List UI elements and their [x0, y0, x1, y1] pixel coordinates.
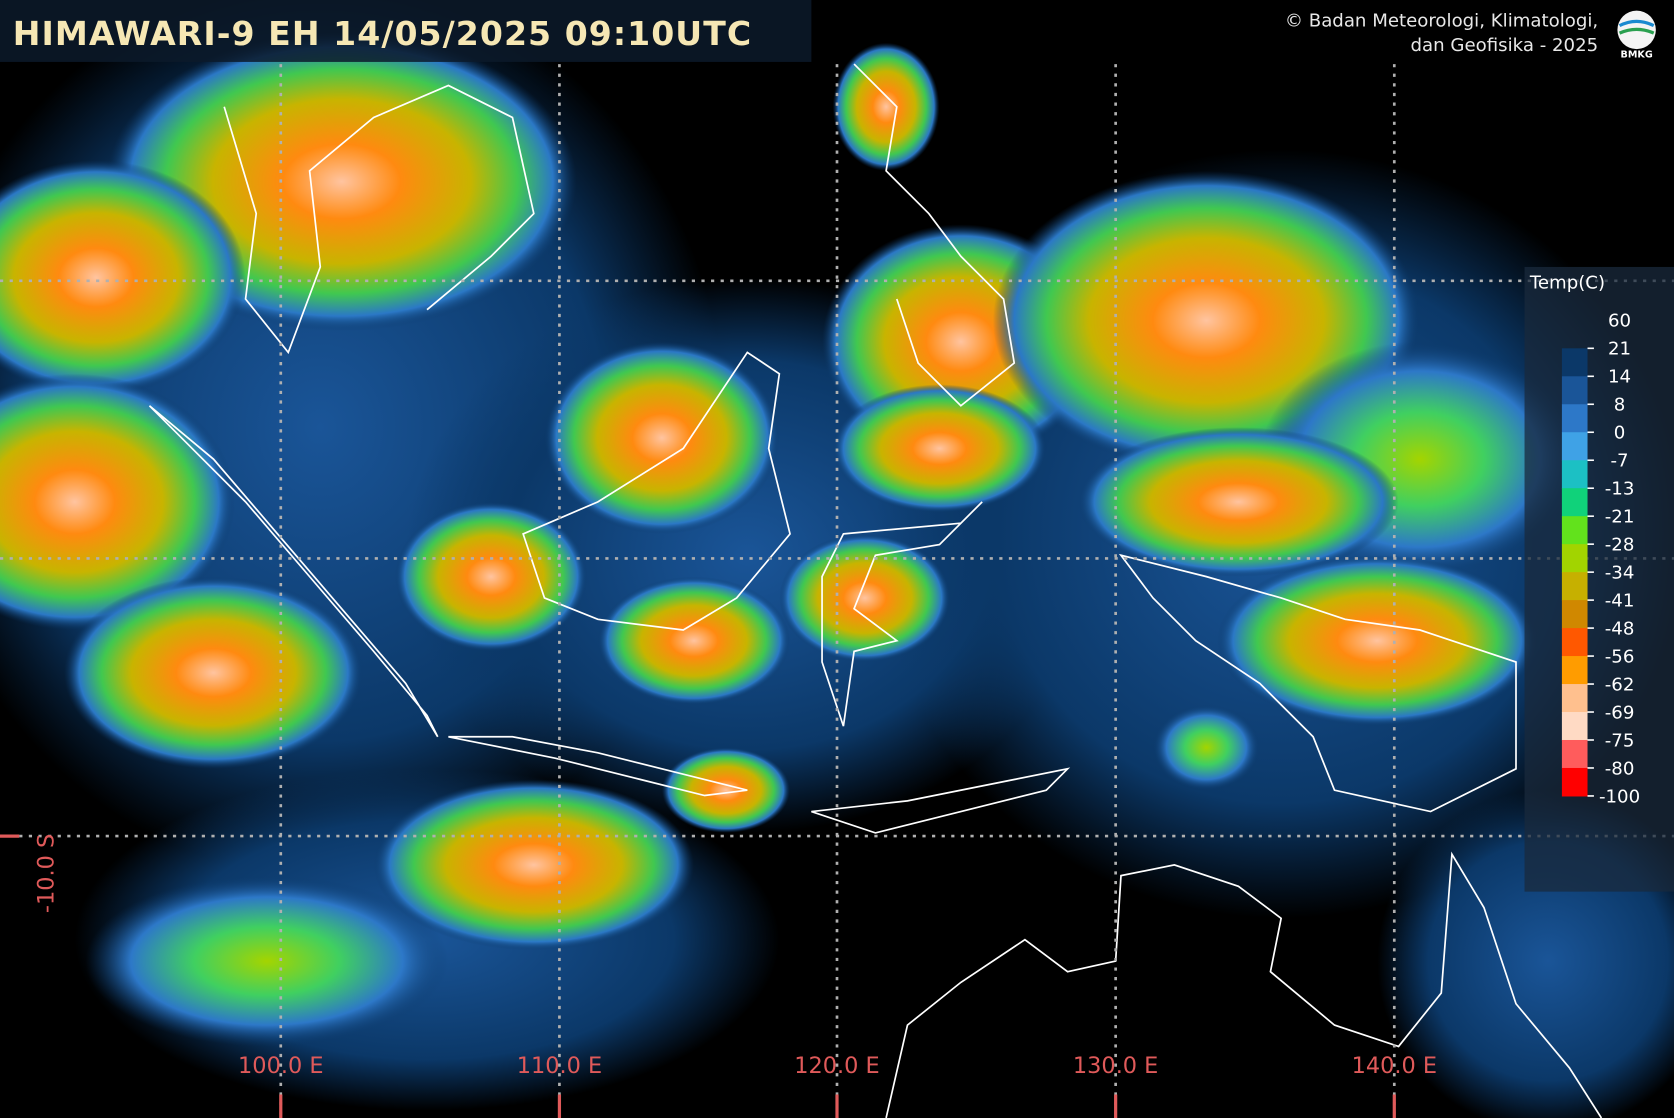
colorbar-segment	[1561, 628, 1588, 657]
lon-label: 130.0 E	[1073, 1053, 1158, 1079]
logo-text: BMKG	[1621, 50, 1653, 61]
credit-line: © Badan Meteorologi, Klimatologi,	[1285, 11, 1598, 32]
legend-label: -28	[1605, 535, 1635, 556]
colorbar-segment	[1561, 432, 1588, 461]
legend-label: 21	[1608, 339, 1631, 360]
legend-label: -100	[1599, 786, 1640, 807]
colorbar-segment	[1561, 376, 1588, 405]
lon-label: 120.0 E	[794, 1053, 879, 1079]
axis-labels: 100.0 E 110.0 E 120.0 E 130.0 E 140.0 E -10.0…	[0, 834, 1437, 1118]
legend-label: -34	[1605, 563, 1635, 584]
coastlines	[148, 63, 1603, 1118]
title: HIMAWARI-9 EH 14/05/2025 09:10UTC	[13, 14, 752, 53]
lat-label: -10.0 S	[33, 834, 59, 913]
lon-label: 140.0 E	[1352, 1053, 1437, 1079]
legend-label: 60	[1608, 311, 1631, 332]
colorbar-segment	[1561, 767, 1588, 797]
legend-label: -41	[1605, 591, 1635, 612]
legend-label: -13	[1605, 479, 1635, 500]
colorbar-segment	[1561, 739, 1588, 769]
colorbar-segment	[1561, 572, 1588, 601]
colorbar-segment	[1561, 404, 1588, 433]
colorbar-segment	[1561, 460, 1588, 489]
colorbar-segment	[1561, 684, 1588, 713]
legend-label: 14	[1608, 367, 1631, 388]
lon-label: 100.0 E	[238, 1053, 323, 1079]
colorbar-segment	[1561, 544, 1588, 573]
colorbar-segment	[1561, 516, 1588, 545]
legend-panel	[1524, 266, 1674, 892]
graticule	[0, 64, 1674, 1118]
legend-label: 8	[1614, 395, 1626, 416]
colorbar-segment	[1561, 656, 1588, 685]
legend-label: -69	[1605, 702, 1635, 723]
colorbar-segment	[1561, 488, 1588, 517]
header-bar	[0, 0, 812, 62]
legend-label: -80	[1605, 758, 1635, 779]
colorbar-segment	[1561, 600, 1588, 629]
legend-label: -48	[1605, 618, 1635, 639]
colorbar-segment	[1561, 348, 1588, 377]
colorbar: 60 21 14 8 0 -7 -13 -21 -28 -34 -41 -48 -56 -62 -69 -75…	[1561, 311, 1640, 807]
legend-label: -7	[1611, 451, 1629, 472]
bmkg-logo: BMKG	[1617, 10, 1656, 61]
legend-label: -21	[1605, 507, 1635, 528]
legend-label: 0	[1614, 423, 1626, 444]
legend-label: -62	[1605, 674, 1635, 695]
colorbar-segment	[1561, 712, 1588, 741]
legend-label: -56	[1605, 646, 1635, 667]
credit-line: dan Geofisika - 2025	[1411, 35, 1599, 56]
legend-label: -75	[1605, 730, 1635, 751]
lon-label: 110.0 E	[517, 1053, 602, 1079]
legend-title: Temp(C)	[1529, 272, 1605, 293]
